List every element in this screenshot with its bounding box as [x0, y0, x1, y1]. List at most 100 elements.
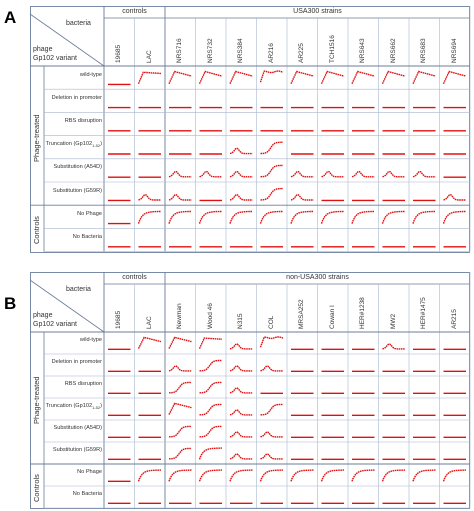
growth-curve-peak — [320, 70, 345, 84]
group-label-controls: controls — [122, 274, 147, 281]
growth-curve-peak — [168, 402, 192, 415]
side-label-phage-treated: Phage-treated — [32, 376, 41, 424]
side-label-phage-treated: Phage-treated — [32, 114, 41, 162]
growth-curve-peak — [442, 70, 467, 84]
growth-curve-bump — [290, 193, 314, 201]
growth-curve-bump — [168, 170, 192, 178]
growth-curve-sat — [198, 447, 222, 460]
column-label: AR215 — [450, 309, 458, 329]
growth-curve-sat — [381, 210, 405, 224]
row-label: No Bacteria — [72, 491, 102, 497]
header-variant-label: Gp102 variant — [33, 55, 77, 62]
growth-curve-sat — [198, 210, 222, 224]
growth-curve-bump — [412, 170, 436, 178]
growth-curve-bump — [260, 431, 283, 438]
row-label-subscript: 1-52 — [92, 143, 101, 149]
column-label: TCH1516 — [328, 35, 336, 63]
growth-curve-peak — [412, 70, 436, 84]
column-label: HER#1238 — [359, 297, 367, 329]
row-label: Substitution (A54D) — [53, 164, 102, 171]
panel-letter-a: A — [4, 8, 17, 27]
growth-curve-bump — [229, 147, 253, 155]
growth-curve-rise — [260, 403, 283, 416]
grid-a — [30, 6, 470, 253]
growth-curve-plateau — [259, 70, 284, 83]
row-label-subscript: 1-52 — [92, 405, 101, 411]
growth-curve-bump — [168, 365, 192, 372]
row-label: Truncation (Gp1021-52) — [45, 141, 102, 149]
growth-curve-peak — [198, 70, 223, 84]
row-label: No Bacteria — [72, 234, 102, 240]
growth-curve-sat — [442, 469, 466, 482]
growth-curve-sat — [137, 469, 161, 482]
header-diagonal — [29, 279, 105, 333]
growth-curve-bump — [290, 170, 314, 178]
column-label: NRS643 — [359, 38, 367, 63]
growth-curve-bump — [229, 170, 253, 178]
growth-curve-rise — [199, 425, 222, 438]
column-label: COL — [267, 315, 275, 329]
growth-curve-bump — [260, 453, 283, 460]
growth-curve-sat — [259, 469, 283, 482]
row-label: wild-type — [79, 71, 102, 78]
growth-curve-peak — [168, 70, 192, 84]
column-label: N315 — [237, 313, 245, 329]
growth-curve-rise — [199, 359, 222, 372]
growth-curve-peak — [290, 70, 314, 84]
growth-curve-step — [137, 71, 162, 84]
column-label: NRS694 — [450, 38, 458, 63]
growth-curve-sat — [229, 210, 253, 224]
column-label: MRSA252 — [298, 299, 306, 329]
growth-curve-rise — [260, 187, 283, 201]
growth-curve-peak — [168, 336, 192, 349]
panel-a: A controls USA300 strains bacteria phage Gp1… — [0, 0, 474, 255]
curve-plot-b — [29, 272, 471, 509]
column-label: NRS732 — [206, 38, 214, 63]
growth-curve-sat — [320, 469, 344, 482]
column-label: HER#1475 — [420, 297, 428, 329]
column-label: LAC — [145, 50, 153, 63]
growth-curve-peak — [381, 70, 406, 84]
row-label: wild-type — [79, 337, 102, 343]
row-label: No Phage — [77, 210, 102, 217]
growth-curve-rise — [169, 381, 192, 394]
column-label: NRS662 — [389, 38, 397, 63]
row-label: Substitution (G59R) — [52, 187, 102, 194]
growth-curve-rise — [169, 425, 192, 438]
growth-curve-sat — [168, 210, 192, 224]
row-label: RBS disruption — [64, 381, 102, 387]
header-variant-label: Gp102 variant — [33, 321, 77, 328]
growth-curve-bump — [260, 365, 283, 372]
growth-curve-bump — [229, 431, 253, 438]
growth-curve-peak — [351, 70, 375, 84]
grid-b — [30, 272, 470, 509]
row-label: Truncation (Gp1021-52) — [45, 403, 102, 411]
panel-b: B controls non-USA300 strains bacteria phag… — [0, 256, 474, 511]
growth-curve-bump — [199, 170, 222, 178]
column-label: 19685 — [115, 310, 123, 329]
header-diagonal — [29, 13, 105, 67]
column-label: NRS683 — [420, 38, 428, 63]
header-phage-label: phage — [33, 312, 53, 319]
column-label: Wood 46 — [206, 303, 214, 329]
side-label-controls: Controls — [32, 474, 41, 502]
row-label-main: Truncation (Gp102 — [45, 403, 93, 409]
group-label-controls: controls — [122, 8, 147, 15]
growth-curve-sat — [168, 469, 192, 482]
growth-curve-bump — [229, 409, 253, 416]
growth-curve-sat — [198, 469, 222, 482]
growth-curve-sat — [351, 210, 375, 224]
column-label: LAC — [145, 316, 153, 329]
row-label: Deletion in promoter — [51, 359, 102, 365]
row-label: No Phage — [77, 469, 102, 475]
growth-curve-sat — [381, 469, 405, 482]
column-label: AR225 — [298, 43, 306, 63]
growth-curve-sat — [290, 469, 314, 482]
growth-curve-sat — [259, 210, 283, 224]
growth-curve-bump — [351, 170, 375, 178]
growth-curve-peak — [229, 70, 253, 84]
header-bacteria-label: bacteria — [66, 20, 91, 27]
group-label-strains: USA300 strains — [293, 8, 342, 15]
growth-curve-bump — [229, 343, 253, 350]
growth-curve-bump — [229, 365, 253, 372]
